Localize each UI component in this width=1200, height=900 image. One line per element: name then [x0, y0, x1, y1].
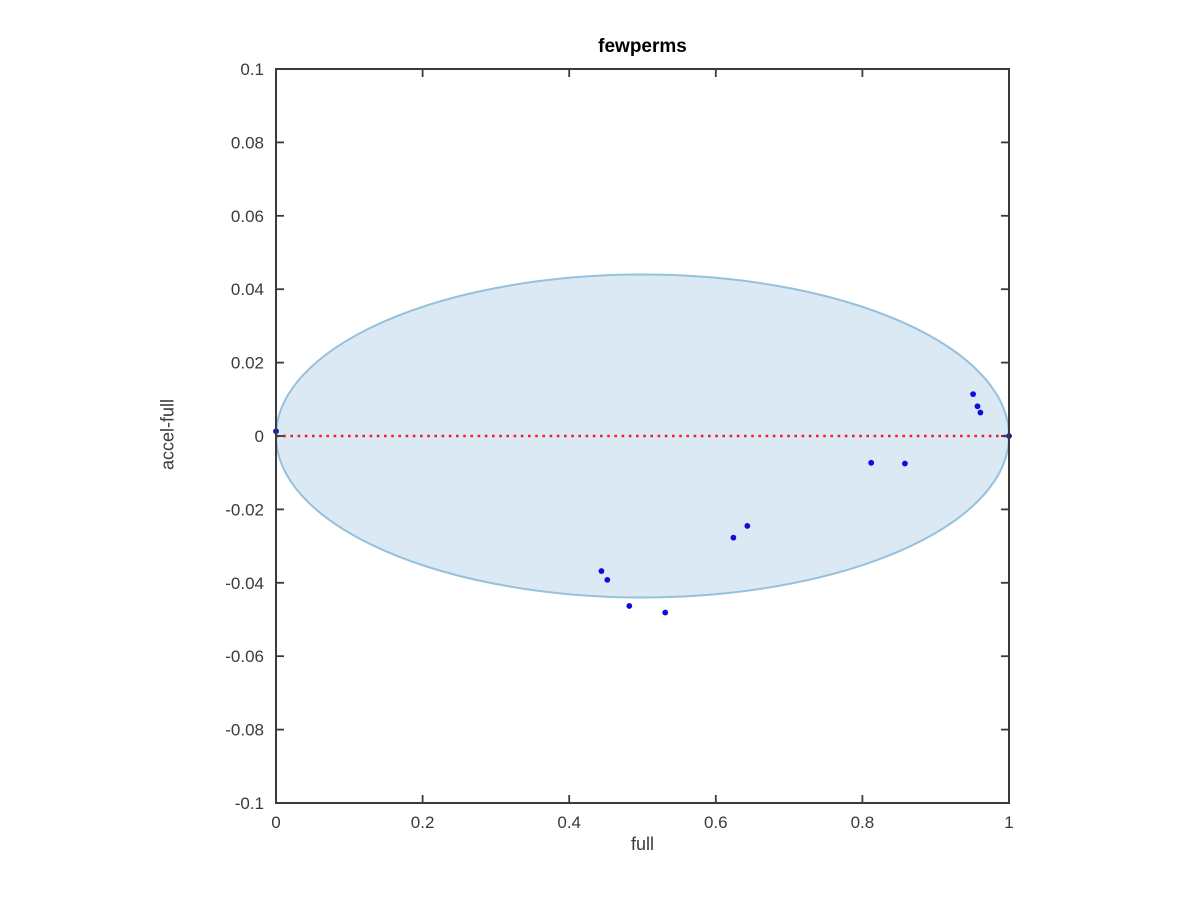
data-point	[902, 460, 908, 467]
data-point	[970, 391, 976, 398]
x-tick-label: 0.6	[704, 813, 728, 832]
y-tick-label: 0.08	[231, 133, 264, 152]
x-axis-label: full	[630, 834, 654, 854]
x-tick-label: 0.8	[851, 813, 875, 832]
y-tick-label: 0.1	[240, 60, 264, 79]
data-point	[662, 609, 669, 616]
x-tick-label: 1	[1004, 813, 1013, 832]
y-axis-label: accel-full	[157, 398, 178, 471]
data-point	[598, 568, 605, 574]
y-tick-label: 0	[255, 427, 264, 446]
y-tick-label: -0.04	[225, 574, 264, 593]
data-point	[604, 576, 611, 583]
x-tick-label: 0	[271, 813, 280, 832]
y-tick-label: -0.06	[225, 647, 264, 666]
y-tick-label: -0.08	[225, 721, 264, 740]
y-tick-label: 0.06	[231, 207, 264, 226]
x-tick-label: 0.2	[411, 813, 435, 832]
data-point	[868, 459, 875, 466]
data-point	[730, 534, 737, 541]
y-tick-label: 0.04	[231, 280, 264, 299]
data-point	[974, 403, 981, 410]
y-tick-label: -0.02	[225, 500, 264, 519]
x-tick-label: 0.4	[557, 813, 581, 832]
data-point	[744, 523, 751, 529]
data-point	[977, 409, 984, 416]
y-tick-label: 0.02	[231, 354, 264, 373]
data-point	[626, 603, 633, 609]
chart-title: fewperms	[598, 36, 687, 57]
y-tick-label: -0.1	[235, 794, 264, 813]
